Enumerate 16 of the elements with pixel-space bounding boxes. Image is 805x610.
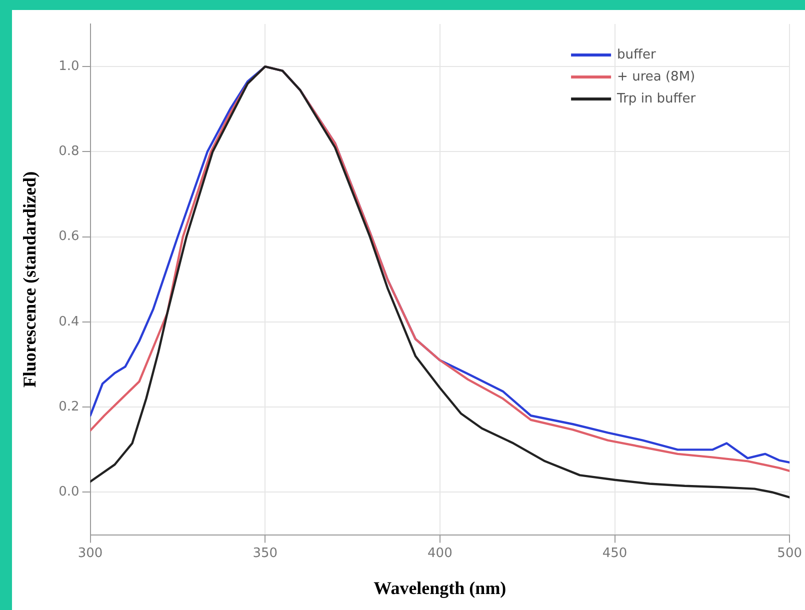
x-axis-title: Wavelength (nm) xyxy=(374,578,506,598)
x-tick-label: 500 xyxy=(777,546,802,561)
legend-label: + urea (8M) xyxy=(617,69,696,84)
y-tick-label: 0.0 xyxy=(58,484,80,500)
legend-label: Trp in buffer xyxy=(616,91,696,106)
y-axis-title: Fluorescence (standardized) xyxy=(19,171,40,388)
y-tick-label: 0.4 xyxy=(58,314,80,330)
x-tick-label: 300 xyxy=(78,546,103,561)
x-tick-label: 400 xyxy=(428,546,452,561)
y-tick-label: 0.6 xyxy=(58,229,80,244)
x-tick-label: 450 xyxy=(602,546,628,561)
legend-label: buffer xyxy=(617,47,657,62)
y-tick-label: 1.0 xyxy=(58,58,80,74)
x-tick-label: 350 xyxy=(252,546,278,561)
y-tick-label: 0.8 xyxy=(58,144,80,160)
y-tick-label: 0.2 xyxy=(58,399,80,414)
